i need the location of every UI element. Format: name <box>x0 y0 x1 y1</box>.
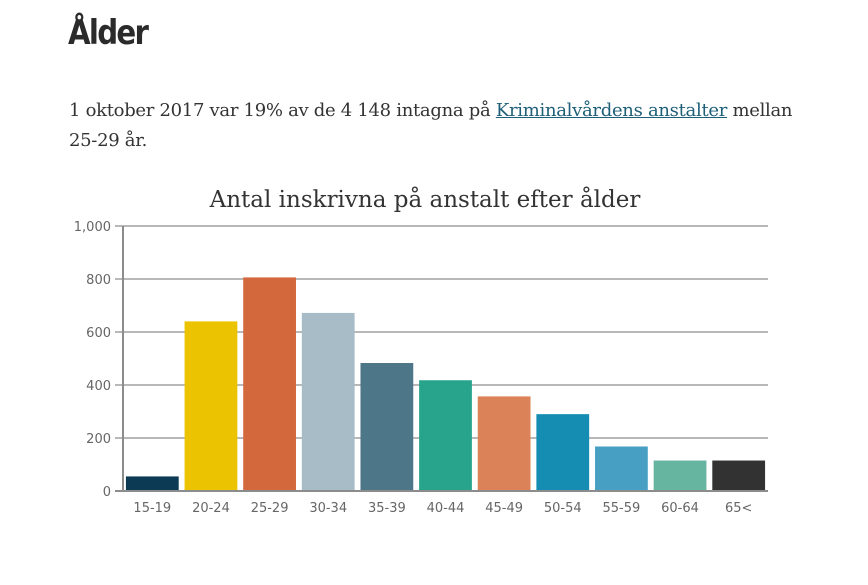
bar-55-59 <box>595 446 648 491</box>
bar-50-54 <box>536 414 590 491</box>
intro-paragraph: 1 oktober 2017 var 19% av de 4 148 intag… <box>69 96 809 156</box>
bar-25-29 <box>243 277 296 491</box>
kriminalvarden-link[interactable]: Kriminalvårdens anstalter <box>495 100 728 121</box>
bar-35-39 <box>360 363 414 491</box>
bar-45-49 <box>477 396 531 491</box>
intro-text-before: 1 oktober 2017 var 19% av de 4 148 intag… <box>69 100 496 121</box>
x-tick-label: 30-34 <box>309 501 347 516</box>
y-tick-label: 800 <box>86 273 111 288</box>
x-tick-label: 65< <box>725 501 752 516</box>
bar-20-24 <box>184 321 238 491</box>
y-tick-label: 0 <box>103 485 111 500</box>
x-tick-label: 35-39 <box>368 501 406 516</box>
x-tick-label: 45-49 <box>485 501 523 516</box>
y-tick-label: 1,000 <box>74 220 111 235</box>
y-tick-label: 600 <box>86 326 111 341</box>
bar-40-44 <box>419 380 472 491</box>
x-tick-label: 15-19 <box>133 501 171 516</box>
bar-60-64 <box>653 460 707 491</box>
chart-title: Antal inskrivna på anstalt efter ålder <box>209 186 641 213</box>
page-title: Ålder <box>68 13 149 53</box>
bar-15-19 <box>125 476 179 491</box>
x-tick-label: 25-29 <box>251 501 289 516</box>
axes <box>115 226 768 492</box>
bar-65< <box>712 460 766 491</box>
intro-text-after: mellan 25-29 år. <box>69 100 793 151</box>
y-tick-label: 400 <box>86 379 111 394</box>
x-axis-tick-labels: 15-19 20-24 25-29 30-34 35-39 40-44 45-49 50-54… <box>133 501 752 516</box>
y-axis-tick-labels: 0 200 400 600 800 1,000 <box>74 220 111 500</box>
y-tick-label: 200 <box>86 432 111 447</box>
x-tick-label: 50-54 <box>544 501 582 516</box>
x-tick-label: 60-64 <box>661 501 699 516</box>
bar-30-34 <box>301 312 355 491</box>
x-tick-label: 55-59 <box>603 501 641 516</box>
x-tick-label: 40-44 <box>427 501 465 516</box>
x-tick-label: 20-24 <box>192 501 230 516</box>
bars <box>125 277 766 491</box>
